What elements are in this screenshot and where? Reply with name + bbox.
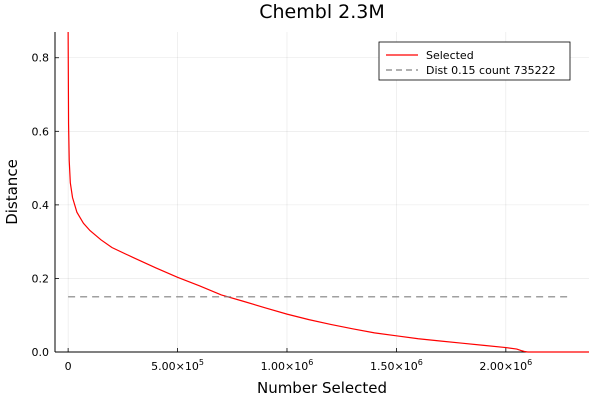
legend: Selected Dist 0.15 count 735222 — [378, 41, 571, 81]
x-axis-title: Number Selected — [257, 379, 387, 397]
y-tick-label: 0.6 — [32, 125, 50, 138]
y-axis-title: Distance — [3, 159, 21, 225]
x-tick-label: 5.00×105 — [151, 358, 204, 373]
x-tick-label: 1.50×106 — [370, 358, 423, 373]
axes — [54, 32, 589, 353]
series-line-selected — [67, 31, 589, 353]
legend-label-selected: Selected — [426, 49, 474, 62]
x-tick-label: 1.00×106 — [261, 358, 314, 373]
series — [67, 31, 589, 353]
legend-label-threshold: Dist 0.15 count 735222 — [426, 64, 556, 77]
y-tick-label: 0.8 — [32, 52, 50, 65]
legend-box — [378, 41, 571, 81]
chart-title: Chembl 2.3M — [259, 1, 385, 23]
x-tick-label: 0 — [65, 360, 72, 373]
y-tick-label: 0.2 — [32, 272, 50, 285]
x-tick-label: 2.00×106 — [479, 358, 532, 373]
y-tick-label: 0.0 — [32, 346, 50, 359]
tick-labels: 0 5.00×105 1.00×106 1.50×106 2.00×106 0.0 0.2 0… — [32, 52, 533, 373]
y-tick-label: 0.4 — [32, 199, 50, 212]
